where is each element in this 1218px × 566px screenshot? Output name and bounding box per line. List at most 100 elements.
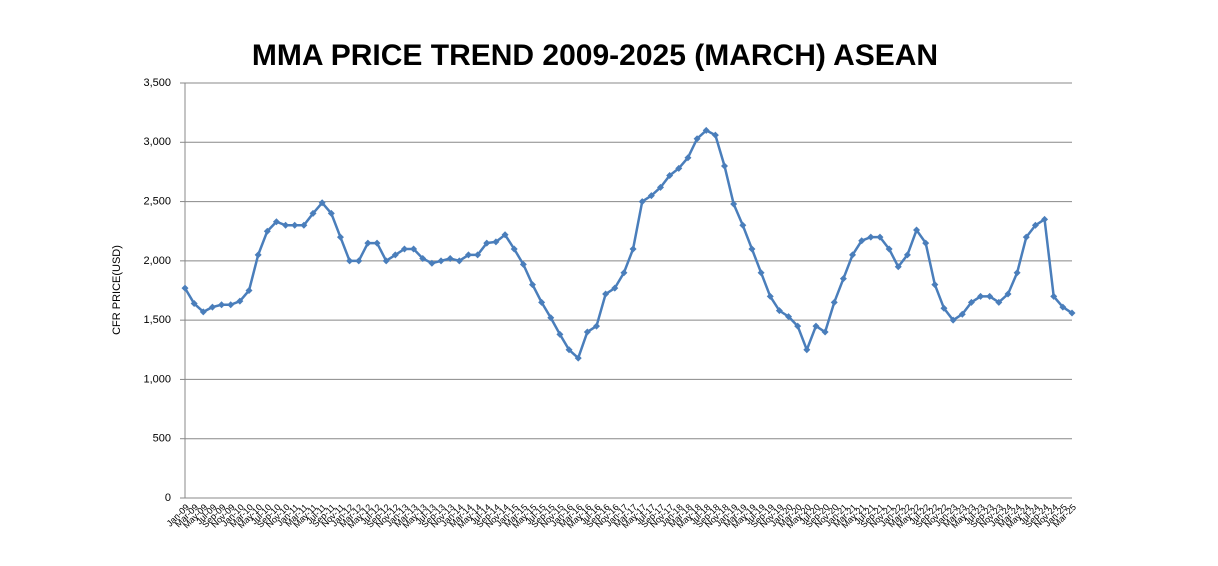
point	[336, 233, 344, 241]
point	[199, 308, 207, 316]
y-tick-label: 3,500	[143, 77, 171, 89]
point	[318, 199, 326, 207]
y-tick-label: 2,000	[143, 255, 171, 267]
point	[794, 322, 802, 330]
y-tick-label: 0	[165, 492, 171, 504]
point	[858, 237, 866, 245]
point	[666, 171, 674, 179]
point	[236, 297, 244, 305]
point	[1022, 233, 1030, 241]
point	[1004, 290, 1012, 298]
point	[1031, 221, 1039, 229]
point	[364, 239, 372, 247]
point	[428, 259, 436, 267]
point	[538, 298, 546, 306]
point	[263, 227, 271, 235]
point	[757, 269, 765, 277]
point	[958, 310, 966, 318]
point	[1059, 303, 1067, 311]
point	[657, 183, 665, 191]
point	[894, 263, 902, 271]
point	[647, 192, 655, 200]
point	[748, 245, 756, 253]
point	[949, 316, 957, 324]
point	[839, 275, 847, 283]
point	[812, 322, 820, 330]
point	[638, 198, 646, 206]
point	[693, 135, 701, 143]
point	[849, 251, 857, 259]
point	[730, 200, 738, 208]
point	[995, 298, 1003, 306]
point	[583, 328, 591, 336]
point	[721, 162, 729, 170]
y-tick-label: 3,000	[143, 136, 171, 148]
point	[913, 226, 921, 234]
point	[775, 307, 783, 315]
point	[474, 251, 482, 259]
y-tick-label: 2,500	[143, 195, 171, 207]
point	[967, 298, 975, 306]
point	[272, 218, 280, 226]
point	[355, 257, 363, 265]
point	[419, 254, 427, 262]
point	[1013, 269, 1021, 277]
point	[227, 301, 235, 309]
point	[684, 154, 692, 162]
point	[437, 257, 445, 265]
point	[327, 209, 335, 217]
series-line	[183, 128, 1073, 361]
point	[492, 238, 500, 246]
point	[218, 301, 226, 309]
point	[446, 254, 454, 262]
point	[940, 304, 948, 312]
point	[208, 303, 216, 311]
point	[739, 221, 747, 229]
point	[510, 245, 518, 253]
point	[254, 251, 262, 259]
point	[547, 314, 555, 322]
point	[876, 233, 884, 241]
point	[711, 131, 719, 139]
point	[611, 284, 619, 292]
y-tick-label: 1,000	[143, 373, 171, 385]
point	[885, 245, 893, 253]
point	[1041, 215, 1049, 223]
point	[1068, 309, 1076, 317]
y-tick-label: 1,500	[143, 314, 171, 326]
point	[565, 346, 573, 354]
point	[556, 330, 564, 338]
point	[977, 292, 985, 300]
point	[528, 281, 536, 289]
point	[986, 292, 994, 300]
point	[410, 245, 418, 253]
point	[629, 245, 637, 253]
point	[821, 328, 829, 336]
y-axis-label: CFR PRICE(USD)	[111, 245, 123, 335]
point	[675, 164, 683, 172]
point	[519, 260, 527, 268]
point	[501, 231, 509, 239]
point	[702, 126, 710, 134]
point	[766, 292, 774, 300]
point	[181, 284, 189, 292]
point	[803, 346, 811, 354]
point	[620, 269, 628, 277]
point	[922, 239, 930, 247]
point	[346, 257, 354, 265]
point	[464, 251, 472, 259]
point	[483, 239, 491, 247]
point	[300, 221, 308, 229]
point	[785, 313, 793, 321]
point	[574, 354, 582, 362]
point	[190, 300, 198, 308]
point	[391, 251, 399, 259]
y-tick-label: 500	[153, 433, 171, 445]
point	[602, 290, 610, 298]
point	[867, 233, 875, 241]
point	[931, 281, 939, 289]
point	[309, 209, 317, 217]
point	[1050, 292, 1058, 300]
point	[291, 221, 299, 229]
point	[282, 221, 290, 229]
